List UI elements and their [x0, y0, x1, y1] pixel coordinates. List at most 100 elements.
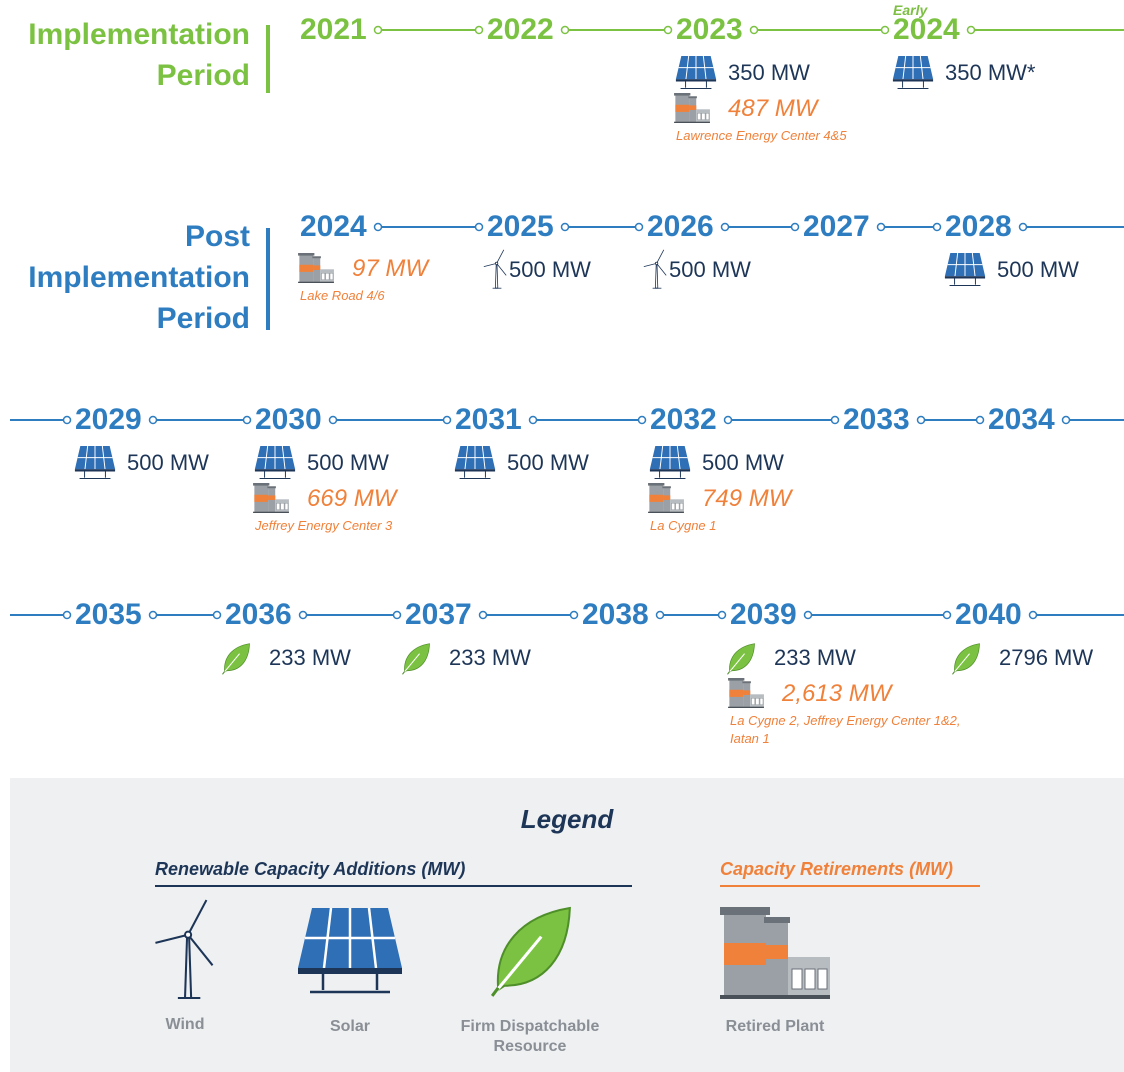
connector-dot	[876, 222, 886, 232]
connector-dot	[560, 222, 570, 232]
legend-item: Firm Dispatchable Resource	[460, 1018, 600, 1055]
capacity-retirement: 669 MW	[307, 485, 397, 513]
plant-icon	[298, 253, 334, 283]
capacity-addition: 233 MW	[269, 644, 351, 670]
connector-dot	[474, 25, 484, 35]
capacity-addition: 350 MW*	[945, 59, 1036, 85]
leaf-icon	[221, 643, 251, 675]
connector-dot	[212, 610, 222, 620]
period-title: Post Implementation Period	[28, 220, 250, 335]
legend-item: Solar	[329, 1018, 370, 1035]
period-bar	[266, 25, 270, 93]
plant-icon	[253, 483, 289, 513]
retired-plants: Lawrence Energy Center 4&5	[676, 128, 847, 144]
year: 2025	[487, 210, 554, 244]
legend-title: Legend	[520, 804, 614, 834]
year: 2038	[582, 598, 649, 632]
solar-icon	[254, 446, 296, 479]
year: 2023	[676, 13, 743, 47]
capacity-addition: 500 MW	[509, 256, 591, 282]
connector-dot	[328, 415, 338, 425]
retired-plants: Lake Road 4/6	[300, 288, 385, 304]
year: 2028	[945, 210, 1012, 244]
leaf-icon	[726, 643, 756, 675]
plant-icon	[728, 678, 764, 708]
legend-group-title: Capacity Retirements (MW)	[720, 859, 954, 879]
retired-plants: La Cygne 2, Jeffrey Energy Center 1&2, I…	[730, 713, 961, 747]
retired-plants: La Cygne 1	[650, 518, 717, 534]
year: 2032	[650, 403, 717, 437]
connector-dot	[655, 610, 665, 620]
connector-dot	[975, 415, 985, 425]
connector-dot	[942, 610, 952, 620]
connector-dot	[663, 25, 673, 35]
year: 2036	[225, 598, 292, 632]
capacity-retirement: 2,613 MW	[782, 680, 892, 708]
connector-dot	[1061, 415, 1071, 425]
connector-dot	[720, 222, 730, 232]
connector-dot	[723, 415, 733, 425]
legend-item: Retired Plant	[725, 1018, 825, 1035]
capacity-addition: 350 MW	[728, 59, 810, 85]
year: 2034	[988, 403, 1055, 437]
year: 2031	[455, 403, 522, 437]
connector-dot	[880, 25, 890, 35]
year: 2024	[300, 210, 367, 244]
connector-dot	[717, 610, 727, 620]
legend-item: Wind	[165, 1016, 205, 1033]
period-title: Implementation Period	[28, 18, 250, 92]
connector-dot	[392, 610, 402, 620]
year: 2027	[803, 210, 870, 244]
year: 2039	[730, 598, 797, 632]
year: 2022	[487, 13, 554, 47]
connector-dot	[637, 415, 647, 425]
connector-dot	[478, 610, 488, 620]
connector-dot	[1028, 610, 1038, 620]
period-bar	[266, 228, 270, 330]
year: 2021	[300, 13, 367, 47]
connector-dot	[373, 222, 383, 232]
solar-icon	[675, 56, 717, 89]
connector-dot	[528, 415, 538, 425]
connector-dot	[830, 415, 840, 425]
year: 2024	[893, 13, 960, 47]
year: 2029	[75, 403, 142, 437]
wind-icon	[643, 249, 667, 289]
wind-icon	[483, 249, 507, 289]
legend-group-title: Renewable Capacity Additions (MW)	[155, 859, 466, 879]
connector-dot	[749, 25, 759, 35]
year: 2037	[405, 598, 472, 632]
connector-dot	[803, 610, 813, 620]
capacity-addition: 500 MW	[702, 449, 784, 475]
connector-dot	[569, 610, 579, 620]
connector-dot	[790, 222, 800, 232]
capacity-addition: 233 MW	[774, 644, 856, 670]
year: 2026	[647, 210, 714, 244]
plant-icon	[648, 483, 684, 513]
year: 2030	[255, 403, 322, 437]
solar-icon	[74, 446, 116, 479]
year: 2040	[955, 598, 1022, 632]
leaf-icon	[951, 643, 981, 675]
solar-icon	[892, 56, 934, 89]
capacity-addition: 500 MW	[997, 256, 1079, 282]
year: 2035	[75, 598, 142, 632]
connector-dot	[148, 610, 158, 620]
solar-icon	[649, 446, 691, 479]
connector-dot	[1018, 222, 1028, 232]
connector-dot	[916, 415, 926, 425]
solar-icon	[454, 446, 496, 479]
capacity-retirement: 749 MW	[702, 485, 792, 513]
leaf-icon	[401, 643, 431, 675]
year-note: Early	[893, 1, 928, 18]
connector-dot	[474, 222, 484, 232]
capacity-retirement: 487 MW	[728, 95, 818, 123]
connector-dot	[966, 25, 976, 35]
connector-dot	[242, 415, 252, 425]
connector-dot	[560, 25, 570, 35]
capacity-addition: 500 MW	[669, 256, 751, 282]
retired-plants: Jeffrey Energy Center 3	[255, 518, 393, 534]
capacity-addition: 500 MW	[127, 449, 209, 475]
plant-icon	[674, 93, 710, 123]
